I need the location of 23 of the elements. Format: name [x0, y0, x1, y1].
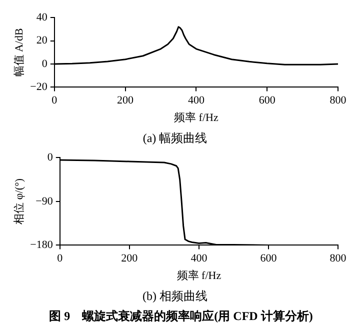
y-tick-label: 20	[36, 34, 48, 47]
x-tick-label: 600	[258, 94, 276, 107]
y-tick-label: 0	[42, 58, 48, 70]
x-tick-label: 0	[57, 252, 64, 265]
y-axis-title: 相位 φ/(°)	[12, 178, 26, 224]
text: (b) 相频曲线	[142, 288, 208, 303]
y-tick-label: 0	[47, 151, 54, 164]
x-tick-label: 600	[260, 252, 278, 265]
x-tick-label: 400	[190, 252, 208, 265]
x-tick-label: 200	[121, 252, 138, 265]
text: (a) 幅频曲线	[142, 130, 208, 145]
y-axis-title: 幅值 A/dB	[13, 28, 26, 77]
x-tick-label: 800	[330, 94, 347, 107]
y-tick-label: −90	[36, 195, 54, 208]
x-axis-title: 频率 f/Hz	[176, 268, 222, 282]
x-tick-label: 400	[188, 94, 205, 107]
y-tick-label: −20	[30, 81, 48, 94]
y-tick-label: −180	[30, 239, 54, 252]
caption: 图 9 螺旋式衰减器的频率响应(用 CFD 计算分析)	[48, 308, 314, 325]
x-tick-label: 800	[330, 252, 347, 265]
y-tick-label: 40	[36, 11, 48, 24]
x-axis-title: 频率 f/Hz	[174, 110, 218, 124]
x-tick-label: 200	[117, 94, 134, 107]
